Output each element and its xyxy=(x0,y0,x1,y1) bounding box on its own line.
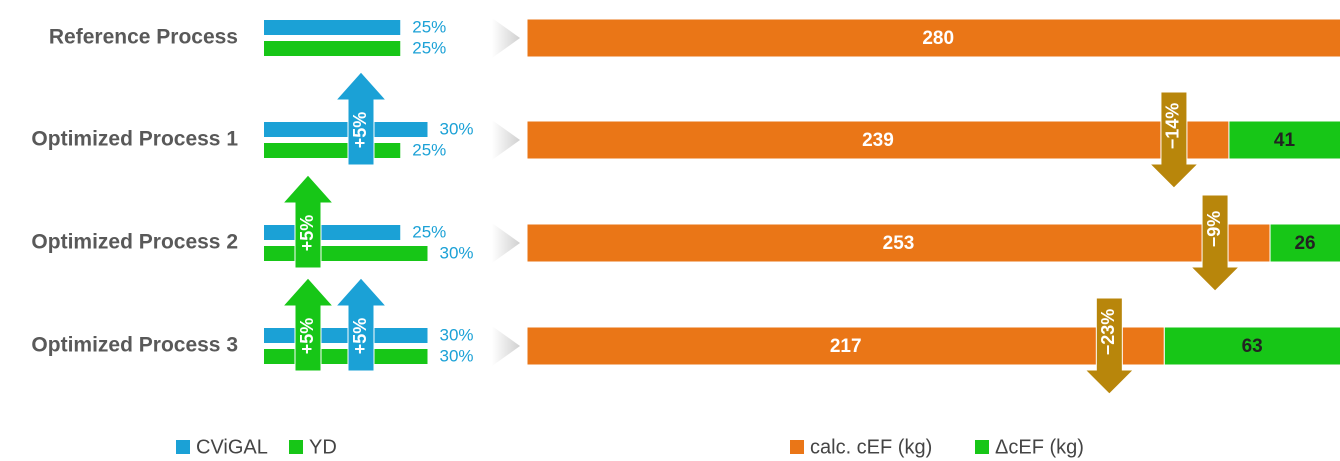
category-label: Optimized Process 2 xyxy=(31,231,238,254)
bar xyxy=(526,120,1230,160)
arrow-shape xyxy=(281,277,335,372)
change-label: +5% xyxy=(350,112,370,149)
legend-swatch xyxy=(975,440,989,454)
category-label: Optimized Process 3 xyxy=(31,334,238,357)
value-label: 25% xyxy=(412,222,446,241)
change-label: +5% xyxy=(297,215,317,252)
change-arrow: +5% xyxy=(281,174,335,269)
change-arrow: −14% xyxy=(1148,91,1200,189)
value-label: 30% xyxy=(440,325,474,344)
bar xyxy=(526,326,1165,366)
bar xyxy=(264,328,428,343)
legend-swatch xyxy=(176,440,190,454)
change-label: −9% xyxy=(1204,211,1224,248)
value-label: 30% xyxy=(440,243,474,262)
arrow-shape xyxy=(1148,91,1200,189)
change-label: −14% xyxy=(1163,103,1183,150)
arrow-shape xyxy=(334,71,388,166)
arrow-shape xyxy=(334,277,388,372)
bar xyxy=(264,246,428,261)
change-label: −23% xyxy=(1098,309,1118,356)
value-label: 253 xyxy=(883,233,915,254)
arrow-shape xyxy=(1084,297,1135,395)
value-label: 217 xyxy=(830,336,862,357)
value-label: 30% xyxy=(440,346,474,365)
legend-label: calc. cEF (kg) xyxy=(810,436,932,458)
legend-swatch xyxy=(289,440,303,454)
change-arrow: +5% xyxy=(281,277,335,372)
value-label: 239 xyxy=(862,130,894,151)
arrow-shape xyxy=(1189,194,1241,292)
bar xyxy=(264,225,401,240)
bar xyxy=(264,349,428,364)
value-label: 26 xyxy=(1294,233,1315,254)
bar xyxy=(526,18,1340,58)
value-label: 25% xyxy=(412,17,446,36)
legend-swatch xyxy=(790,440,804,454)
change-label: +5% xyxy=(350,318,370,355)
bar xyxy=(264,122,428,137)
bar xyxy=(264,143,401,158)
chevron xyxy=(492,18,520,58)
legend-label: CViGAL xyxy=(196,436,268,458)
change-arrow: +5% xyxy=(334,71,388,166)
bar xyxy=(526,223,1271,263)
value-label: 30% xyxy=(440,119,474,138)
change-arrow: +5% xyxy=(334,277,388,372)
value-label: 25% xyxy=(412,140,446,159)
bar xyxy=(1163,326,1340,366)
bar xyxy=(1269,223,1340,263)
value-label: 63 xyxy=(1242,336,1263,357)
value-label: 280 xyxy=(922,28,954,49)
legend-label: YD xyxy=(309,436,337,458)
arrow-shape xyxy=(281,174,335,269)
legend-label: ΔcEF (kg) xyxy=(995,436,1084,458)
chevron xyxy=(492,326,520,366)
category-label: Reference Process xyxy=(49,26,238,49)
chevron xyxy=(492,120,520,160)
value-label: 25% xyxy=(412,38,446,57)
chevron xyxy=(492,223,520,263)
bar xyxy=(264,20,401,35)
bar xyxy=(264,41,401,56)
change-arrow: −9% xyxy=(1189,194,1241,292)
category-label: Optimized Process 1 xyxy=(31,128,238,151)
change-arrow: −23% xyxy=(1084,297,1135,395)
bar xyxy=(1228,120,1340,160)
change-label: +5% xyxy=(297,318,317,355)
value-label: 41 xyxy=(1274,130,1296,151)
